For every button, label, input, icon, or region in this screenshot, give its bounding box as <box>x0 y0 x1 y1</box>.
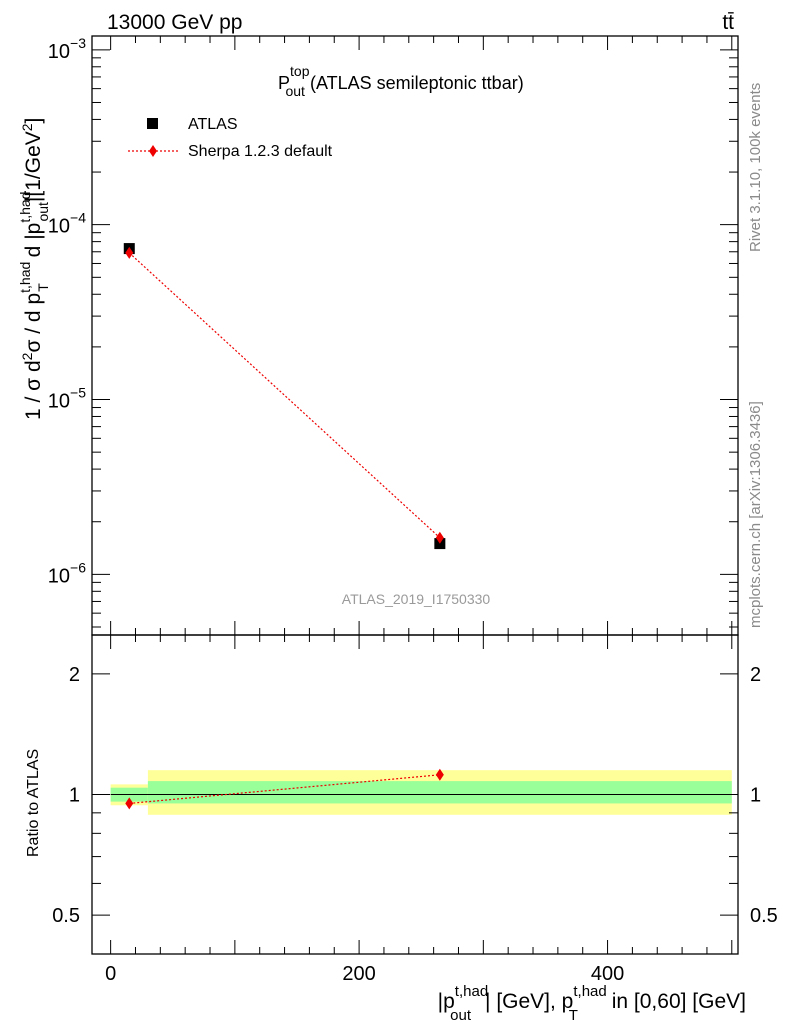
ratio-y-tick-label-left: 1 <box>69 785 80 807</box>
sherpa-point <box>435 531 444 544</box>
band-inner-1 <box>147 781 732 804</box>
main-y-tick-label: 10−3 <box>48 35 86 63</box>
energy-label: 13000 GeV pp <box>107 11 242 34</box>
analysis-watermark: ATLAS_2019_I1750330 <box>342 591 491 607</box>
ratio-y-tick-label-right: 0.5 <box>750 905 778 927</box>
plot-title: Ptop out (ATLAS semileptonic ttbar) <box>278 63 524 99</box>
x-tick-label: 200 <box>342 963 375 985</box>
ratio-mc-point <box>125 797 134 810</box>
rivet-version-label: Rivet 3.1.10, 100k events <box>747 83 764 252</box>
main-y-tick-label: 10−4 <box>48 210 86 238</box>
ratio-panel-content <box>110 768 732 810</box>
axis-tick-labels: 0 200 400 10−6 10−5 10−4 10−3 0.5 0.5 1 1 2 2 <box>48 35 778 985</box>
legend-atlas-marker <box>147 118 158 129</box>
x-tick-label: 400 <box>591 963 624 985</box>
ratio-y-tick-label-right: 1 <box>750 785 761 807</box>
legend-sherpa-marker <box>149 145 157 157</box>
main-y-tick-label: 10−6 <box>48 559 86 587</box>
axis-ticks <box>92 36 738 955</box>
ratio-y-tick-label-right: 2 <box>750 664 761 686</box>
ratio-mc-point <box>435 768 444 781</box>
legend: ATLAS Sherpa 1.2.3 default <box>128 116 333 160</box>
main-y-tick-label: 10−5 <box>48 385 86 413</box>
legend-sherpa-label: Sherpa 1.2.3 default <box>188 143 333 160</box>
main-y-axis-label: 1 / σ d2σ / d pt,had T d |pt,had out|[1/Ge… <box>17 118 51 420</box>
ratio-y-axis-label: Ratio to ATLAS <box>25 749 42 857</box>
process-label: tt̄ <box>722 11 734 34</box>
x-tick-label: 0 <box>105 963 116 985</box>
ratio-y-tick-label-left: 2 <box>69 664 80 686</box>
sherpa-line <box>128 252 441 539</box>
legend-atlas-label: ATLAS <box>188 116 238 133</box>
main-panel-content <box>123 243 446 550</box>
sherpa-point <box>125 246 134 259</box>
x-axis-label: |pt,had out| [GeV], pt,had T in [0,60] [Ge… <box>438 983 746 1024</box>
ratio-y-tick-label-left: 0.5 <box>52 905 80 927</box>
mcplots-label: mcplots.cern.ch [arXiv:1306.3436] <box>747 401 764 628</box>
